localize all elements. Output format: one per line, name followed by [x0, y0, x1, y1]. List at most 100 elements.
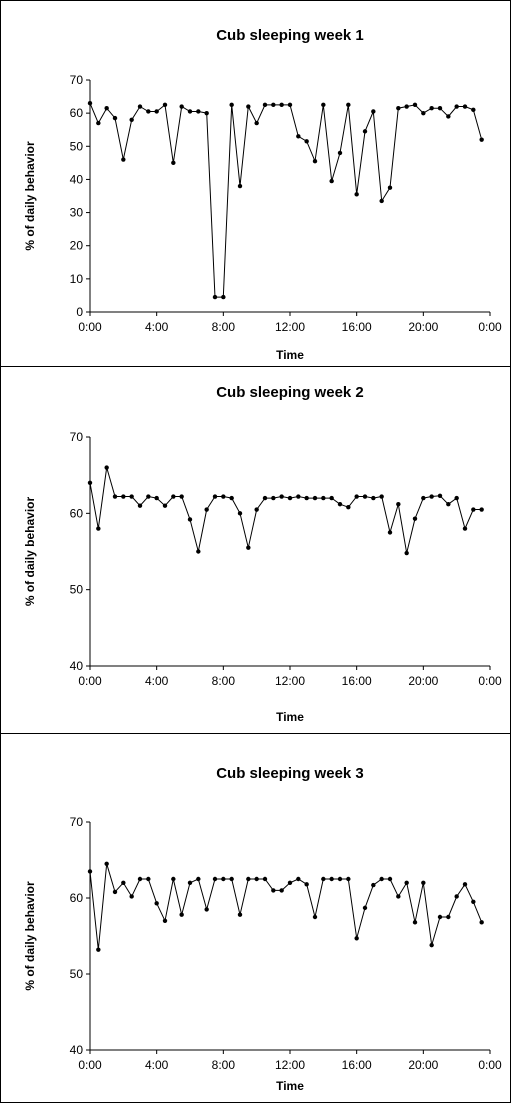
data-point — [129, 894, 134, 899]
data-point — [446, 114, 451, 119]
data-point — [104, 861, 109, 866]
data-point — [112, 115, 118, 121]
y-axis-label: % of daily behavior — [23, 881, 37, 991]
x-tick-label: 20:00 — [408, 674, 438, 688]
x-tick-label: 12:00 — [275, 674, 305, 688]
data-point — [479, 137, 484, 142]
y-tick-label: 40 — [70, 659, 84, 673]
data-point — [362, 905, 368, 911]
data-point — [362, 494, 368, 499]
data-point — [137, 104, 143, 109]
y-tick-label: 0 — [76, 305, 83, 319]
data-point — [154, 495, 159, 501]
data-point — [254, 507, 259, 512]
data-point — [454, 495, 459, 501]
data-point — [171, 494, 176, 499]
data-point — [479, 507, 484, 512]
data-point — [162, 102, 168, 108]
data-point — [479, 920, 484, 925]
data-point — [246, 876, 251, 882]
data-point — [262, 876, 268, 882]
data-point — [179, 104, 184, 109]
data-point — [471, 107, 476, 113]
data-point — [437, 914, 443, 920]
data-point — [321, 495, 326, 501]
data-point — [121, 494, 126, 499]
x-tick-label: 20:00 — [408, 320, 438, 334]
data-point — [312, 914, 318, 920]
data-point — [462, 104, 468, 109]
data-point — [96, 947, 101, 952]
data-point — [379, 198, 384, 204]
chart-week-3: Cub sleeping week 3 40 50 60 70 0:00 4:00 8:00 1… — [23, 765, 502, 1093]
data-point — [87, 869, 93, 874]
data-point — [412, 920, 418, 925]
y-axis-label: % of daily behavior — [23, 141, 37, 251]
y-tick-label: 50 — [70, 139, 84, 153]
data-point — [346, 876, 351, 882]
data-point — [321, 876, 326, 882]
data-point — [129, 494, 134, 499]
data-point — [304, 495, 309, 501]
data-point — [262, 495, 268, 501]
data-point — [329, 178, 334, 184]
data-point — [204, 507, 209, 512]
y-axis-label: % of daily behavior — [23, 496, 37, 606]
data-point — [137, 876, 143, 882]
data-point — [129, 117, 134, 122]
data-point — [346, 505, 351, 510]
x-tick-label: 0:00 — [78, 320, 102, 334]
y-tick-label: 10 — [70, 272, 84, 286]
data-point — [179, 494, 184, 499]
data-point — [271, 495, 276, 501]
data-point — [396, 105, 401, 111]
x-tick-label: 0:00 — [78, 674, 102, 688]
x-tick-label: 8:00 — [212, 320, 236, 334]
data-point — [371, 495, 376, 501]
chart-week-1: Cub sleeping week 1 0 10 20 30 40 50 60 70 0:00 4:… — [23, 27, 502, 362]
data-point — [462, 526, 468, 531]
panel-frame-week-1 — [0, 0, 511, 367]
data-point — [421, 880, 426, 885]
chart-week-2: Cub sleeping week 2 40 50 60 70 0:00 4:00 8:00 1… — [23, 384, 502, 724]
y-tick-label: 40 — [70, 1043, 84, 1057]
data-point — [204, 110, 209, 116]
data-point — [346, 102, 351, 108]
x-tick-label: 4:00 — [145, 1058, 169, 1072]
x-axis-label: Time — [276, 1079, 304, 1093]
y-tick-label: 20 — [70, 239, 84, 253]
data-point — [237, 511, 243, 516]
data-point — [396, 894, 401, 899]
y-tick-label: 40 — [70, 172, 84, 186]
data-point — [379, 876, 384, 882]
data-point — [471, 899, 476, 904]
data-point — [221, 876, 226, 882]
y-tick-label: 30 — [70, 206, 84, 220]
x-tick-label: 16:00 — [342, 320, 372, 334]
data-point — [246, 545, 251, 550]
data-point — [387, 530, 393, 535]
data-point — [462, 882, 468, 887]
data-point — [446, 501, 451, 507]
data-point — [104, 465, 109, 470]
data-point — [396, 501, 401, 507]
y-tick-label: 60 — [70, 506, 84, 520]
data-point — [337, 876, 343, 882]
data-point — [379, 494, 384, 499]
series-line — [89, 863, 483, 950]
data-point — [287, 495, 293, 501]
data-point — [296, 134, 301, 139]
data-point — [371, 882, 376, 888]
data-point — [87, 480, 93, 485]
y-tick-label: 70 — [70, 815, 84, 829]
data-point — [196, 549, 201, 554]
data-point — [287, 880, 293, 885]
data-point — [229, 102, 234, 108]
data-point — [229, 876, 234, 882]
data-point — [212, 876, 218, 882]
data-point — [287, 102, 293, 108]
y-tick-label: 60 — [70, 106, 84, 120]
data-point — [279, 102, 284, 108]
y-tick-label: 60 — [70, 891, 84, 905]
data-point — [337, 150, 343, 156]
